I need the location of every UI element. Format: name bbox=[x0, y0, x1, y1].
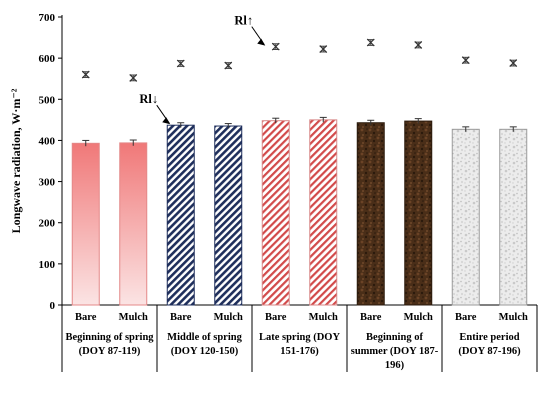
rl-up-marker bbox=[129, 73, 138, 82]
rl-up-marker bbox=[414, 41, 423, 49]
group-label-line: Beginning of bbox=[366, 332, 423, 343]
group-label-line: (DOY 120-150) bbox=[171, 346, 239, 357]
annotation-arrowhead bbox=[162, 117, 171, 125]
group-label-line: Late spring (DOY bbox=[259, 332, 341, 343]
rl-up-marker bbox=[461, 56, 470, 65]
y-tick-label: 600 bbox=[39, 53, 56, 65]
group-label-line: summer (DOY 187- bbox=[351, 346, 439, 357]
y-tick-label: 500 bbox=[39, 94, 56, 106]
y-tick-label: 400 bbox=[39, 135, 56, 147]
bar-rl-down-bare bbox=[356, 122, 385, 306]
rl-up-marker bbox=[319, 45, 328, 54]
category-label-bare: Bare bbox=[265, 312, 287, 323]
category-label-mulch: Mulch bbox=[309, 312, 338, 323]
plot-area: 0 100 200 300 400 500 600 700 Longwave radiation… bbox=[9, 12, 538, 372]
group-label-line: 151-176) bbox=[280, 346, 319, 357]
rl-up-marker bbox=[271, 42, 280, 51]
rl-up-marker bbox=[176, 59, 185, 68]
category-label-bare: Bare bbox=[455, 312, 477, 323]
annotation-label: Rl↑ bbox=[234, 14, 253, 28]
rl-up-marker bbox=[224, 61, 233, 70]
bar-rl-down-bare bbox=[261, 120, 290, 306]
y-tick-label: 300 bbox=[39, 177, 56, 189]
bar-rl-down-mulch bbox=[499, 128, 528, 306]
y-tick-label: 0 bbox=[50, 300, 56, 312]
y-axis-label: Longwave radiation, W·m⁻² bbox=[9, 88, 23, 233]
annotation-label: Rl↓ bbox=[139, 92, 158, 106]
group-label-line: Beginning of spring bbox=[65, 332, 154, 343]
annotation-arrowhead bbox=[257, 38, 266, 46]
group-label-line: (DOY 87-119) bbox=[79, 346, 141, 357]
group-label-line: Middle of spring bbox=[167, 332, 242, 343]
bar-rl-down-bare bbox=[166, 124, 195, 306]
bar-rl-down-mulch bbox=[119, 142, 148, 306]
category-label-bare: Bare bbox=[360, 312, 382, 323]
group-label-line: 196) bbox=[385, 360, 405, 371]
rl-up-marker bbox=[81, 70, 90, 79]
bar-rl-down-bare bbox=[451, 128, 480, 306]
group-label-line: (DOY 87-196) bbox=[458, 346, 521, 357]
category-label-bare: Bare bbox=[75, 312, 97, 323]
bar-rl-down-mulch bbox=[214, 125, 243, 306]
bar-rl-down-bare bbox=[71, 142, 100, 306]
category-label-bare: Bare bbox=[170, 312, 192, 323]
bar-rl-down-mulch bbox=[404, 120, 433, 306]
y-tick-label: 700 bbox=[39, 12, 56, 24]
category-label-mulch: Mulch bbox=[499, 312, 528, 323]
y-tick-label: 200 bbox=[39, 218, 56, 230]
bar-rl-down-mulch bbox=[309, 119, 338, 306]
category-label-mulch: Mulch bbox=[119, 312, 148, 323]
rl-up-marker bbox=[366, 38, 375, 47]
group-label-line: Entire period bbox=[459, 332, 519, 343]
category-label-mulch: Mulch bbox=[214, 312, 243, 323]
y-tick-label: 100 bbox=[39, 259, 56, 271]
category-label-mulch: Mulch bbox=[404, 312, 433, 323]
rl-up-marker bbox=[509, 59, 518, 68]
